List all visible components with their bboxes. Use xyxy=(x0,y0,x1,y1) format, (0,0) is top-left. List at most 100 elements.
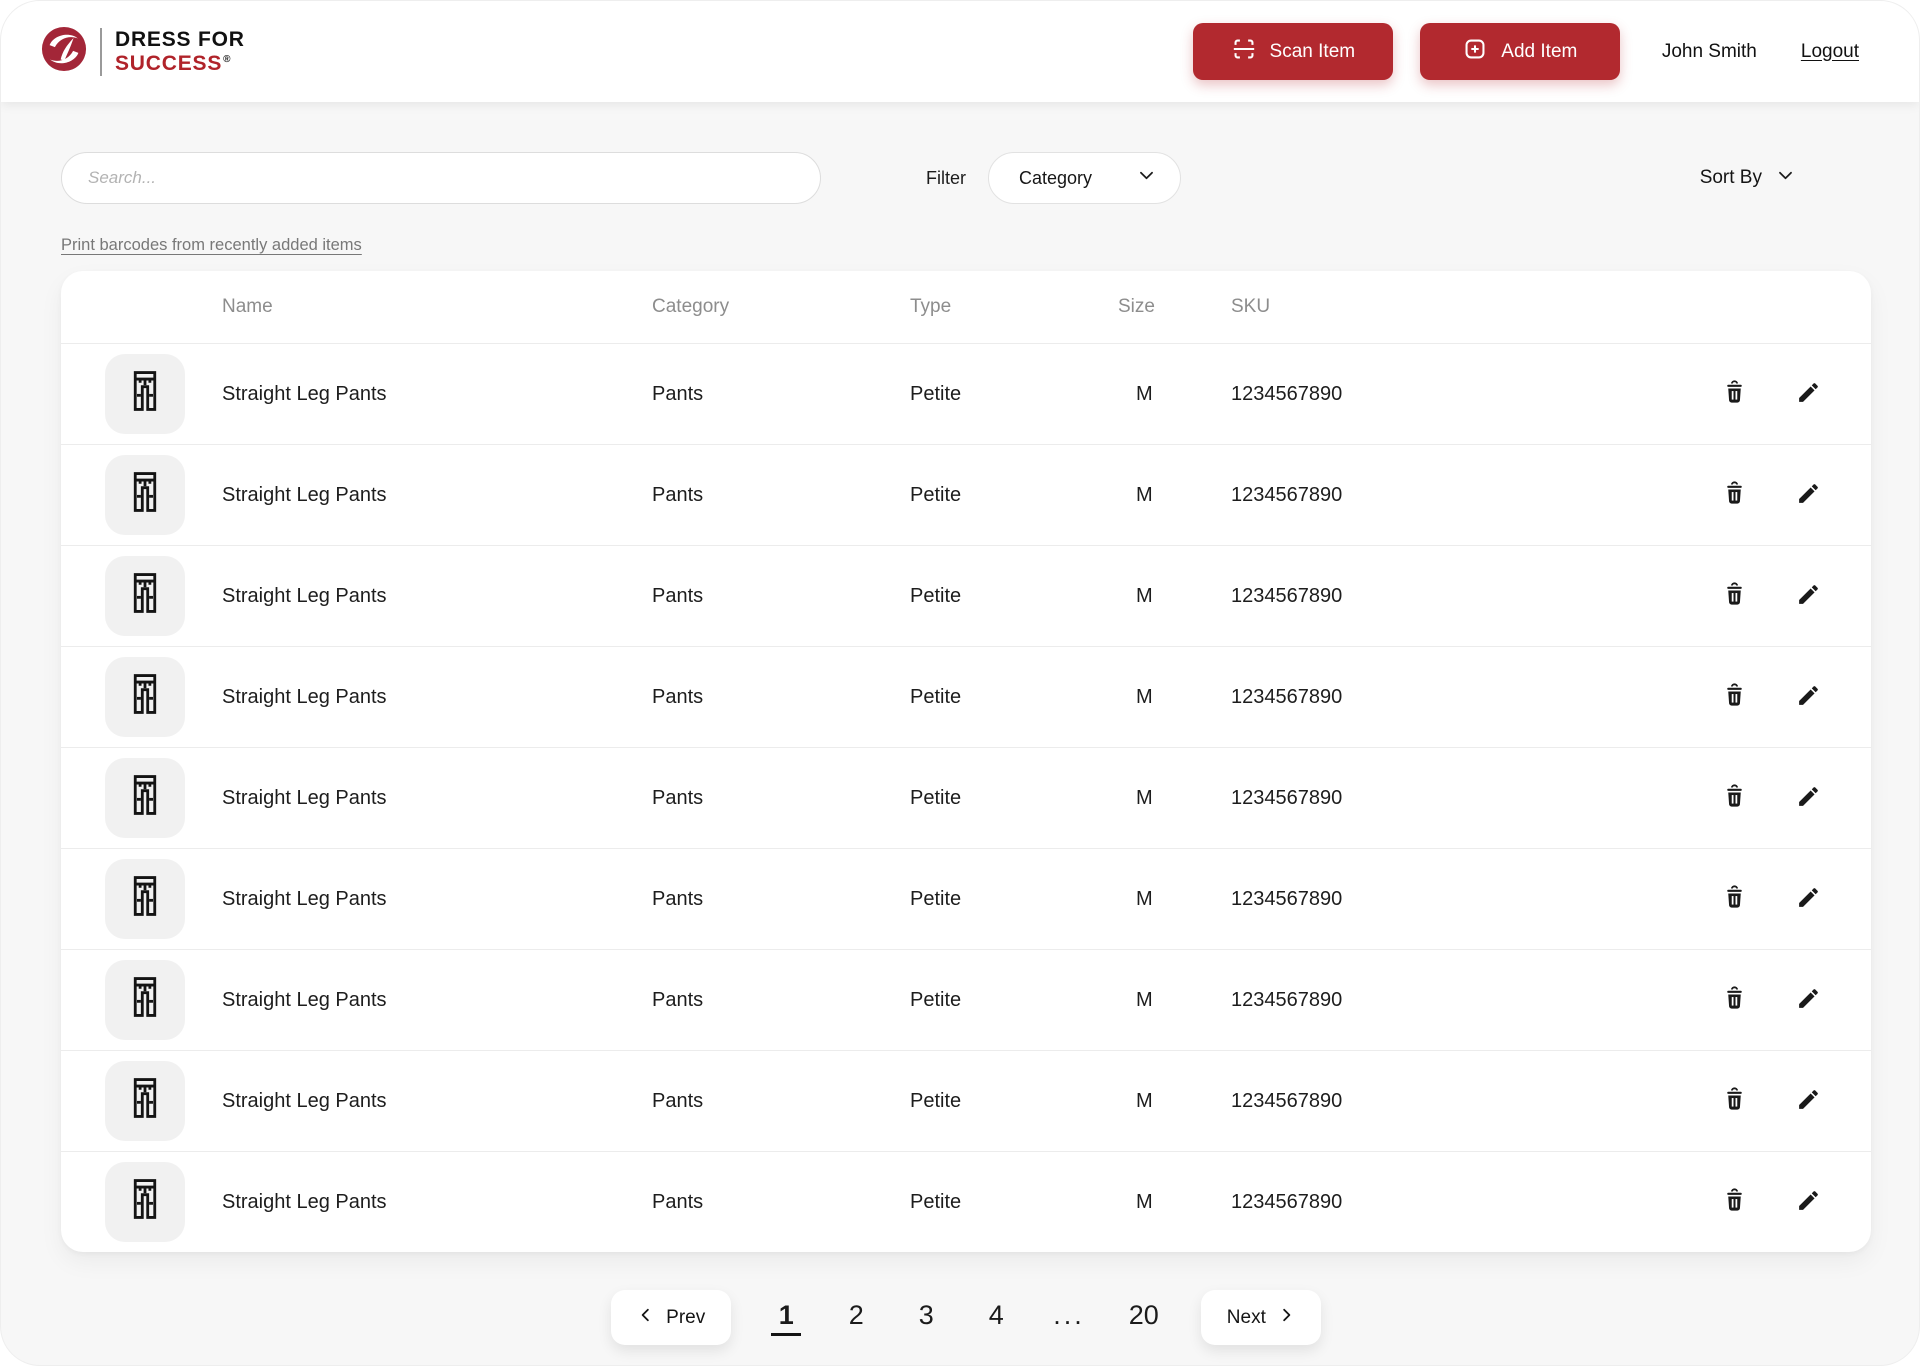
scan-icon xyxy=(1231,36,1257,68)
page-number-button[interactable]: 3 xyxy=(911,1300,941,1336)
item-sku: 1234567890 xyxy=(1231,685,1343,708)
category-filter-dropdown[interactable]: Category xyxy=(988,152,1181,204)
item-name: Straight Leg Pants xyxy=(222,887,387,910)
print-barcodes-link[interactable]: Print barcodes from recently added items xyxy=(61,236,362,254)
edit-item-button[interactable] xyxy=(1793,581,1823,611)
item-sku: 1234567890 xyxy=(1231,1190,1343,1213)
row-actions xyxy=(1719,581,1827,611)
page-number-button[interactable]: 1 xyxy=(771,1300,802,1336)
row-actions xyxy=(1719,480,1827,510)
page-number-button[interactable]: 2 xyxy=(841,1300,871,1336)
chevron-down-icon xyxy=(1776,166,1795,191)
page-number-button: ... xyxy=(1051,1300,1087,1336)
add-item-button[interactable]: Add Item xyxy=(1419,23,1620,80)
delete-item-button[interactable] xyxy=(1719,783,1749,813)
prev-page-button[interactable]: Prev xyxy=(611,1290,732,1345)
pants-icon xyxy=(119,668,171,726)
delete-item-button[interactable] xyxy=(1719,1086,1749,1116)
trash-icon xyxy=(1722,784,1747,812)
app-header: DRESS FOR SUCCESS® Scan Item xyxy=(1,1,1919,102)
search-input[interactable] xyxy=(61,152,821,204)
edit-item-button[interactable] xyxy=(1793,985,1823,1015)
registered-mark: ® xyxy=(223,53,232,65)
sort-by-dropdown[interactable]: Sort By xyxy=(1700,166,1795,191)
table-row: Straight Leg Pants Pants Petite M 123456… xyxy=(61,1050,1871,1151)
edit-item-button[interactable] xyxy=(1793,783,1823,813)
delete-item-button[interactable] xyxy=(1719,682,1749,712)
delete-item-button[interactable] xyxy=(1719,480,1749,510)
page-number-button[interactable]: 20 xyxy=(1127,1300,1161,1336)
item-thumbnail xyxy=(105,556,185,636)
item-thumbnail xyxy=(105,1162,185,1242)
item-size: M xyxy=(1136,988,1153,1011)
pencil-icon xyxy=(1796,986,1821,1014)
edit-item-button[interactable] xyxy=(1793,1187,1823,1217)
add-item-label: Add Item xyxy=(1501,40,1578,62)
scan-item-label: Scan Item xyxy=(1269,40,1356,62)
row-actions xyxy=(1719,985,1827,1015)
delete-item-button[interactable] xyxy=(1719,884,1749,914)
delete-item-button[interactable] xyxy=(1719,379,1749,409)
trash-icon xyxy=(1722,1087,1747,1115)
edit-item-button[interactable] xyxy=(1793,480,1823,510)
delete-item-button[interactable] xyxy=(1719,985,1749,1015)
table-row: Straight Leg Pants Pants Petite M 123456… xyxy=(61,747,1871,848)
item-sku: 1234567890 xyxy=(1231,382,1343,405)
item-category: Pants xyxy=(652,786,704,809)
scan-item-button[interactable]: Scan Item xyxy=(1192,23,1393,80)
trash-icon xyxy=(1722,683,1747,711)
item-size: M xyxy=(1136,786,1153,809)
item-thumbnail xyxy=(105,657,185,737)
table-row: Straight Leg Pants Pants Petite M 123456… xyxy=(61,1151,1871,1252)
item-size: M xyxy=(1136,584,1153,607)
inventory-table: Name Category Type Size SKU xyxy=(61,271,1871,1252)
edit-item-button[interactable] xyxy=(1793,1086,1823,1116)
logout-link[interactable]: Logout xyxy=(1800,40,1859,62)
delete-item-button[interactable] xyxy=(1719,1187,1749,1217)
item-thumbnail xyxy=(105,354,185,434)
edit-item-button[interactable] xyxy=(1793,884,1823,914)
pants-icon xyxy=(119,971,171,1029)
item-name: Straight Leg Pants xyxy=(222,584,387,607)
pencil-icon xyxy=(1796,1188,1821,1216)
item-size: M xyxy=(1136,483,1153,506)
item-sku: 1234567890 xyxy=(1231,1089,1343,1112)
row-actions xyxy=(1719,1086,1827,1116)
pants-icon xyxy=(119,365,171,423)
item-name: Straight Leg Pants xyxy=(222,1190,387,1213)
next-label: Next xyxy=(1226,1306,1266,1328)
item-size: M xyxy=(1136,382,1153,405)
pencil-icon xyxy=(1796,683,1821,711)
item-name: Straight Leg Pants xyxy=(222,382,387,405)
edit-item-button[interactable] xyxy=(1793,682,1823,712)
user-name: John Smith xyxy=(1661,40,1757,62)
pants-icon xyxy=(119,1173,171,1231)
trash-icon xyxy=(1722,1188,1747,1216)
item-category: Pants xyxy=(652,988,704,1011)
prev-label: Prev xyxy=(666,1306,706,1328)
item-type: Petite xyxy=(910,685,962,708)
table-row: Straight Leg Pants Pants Petite M 123456… xyxy=(61,646,1871,747)
table-body: Straight Leg Pants Pants Petite M 123456… xyxy=(61,343,1871,1252)
pants-icon xyxy=(119,1072,171,1130)
edit-item-button[interactable] xyxy=(1793,379,1823,409)
item-sku: 1234567890 xyxy=(1231,786,1343,809)
item-size: M xyxy=(1136,1089,1153,1112)
item-name: Straight Leg Pants xyxy=(222,483,387,506)
table-row: Straight Leg Pants Pants Petite M 123456… xyxy=(61,545,1871,646)
page-number-button[interactable]: 4 xyxy=(981,1300,1011,1336)
column-header-category: Category xyxy=(652,296,730,317)
brand-logo: DRESS FOR SUCCESS® xyxy=(41,26,245,77)
pants-icon xyxy=(119,466,171,524)
trash-icon xyxy=(1722,885,1747,913)
row-actions xyxy=(1719,884,1827,914)
delete-item-button[interactable] xyxy=(1719,581,1749,611)
pencil-icon xyxy=(1796,481,1821,509)
pants-icon xyxy=(119,769,171,827)
item-category: Pants xyxy=(652,483,704,506)
trash-icon xyxy=(1722,582,1747,610)
next-page-button[interactable]: Next xyxy=(1200,1290,1321,1345)
column-header-sku: SKU xyxy=(1231,296,1271,317)
row-actions xyxy=(1719,1187,1827,1217)
